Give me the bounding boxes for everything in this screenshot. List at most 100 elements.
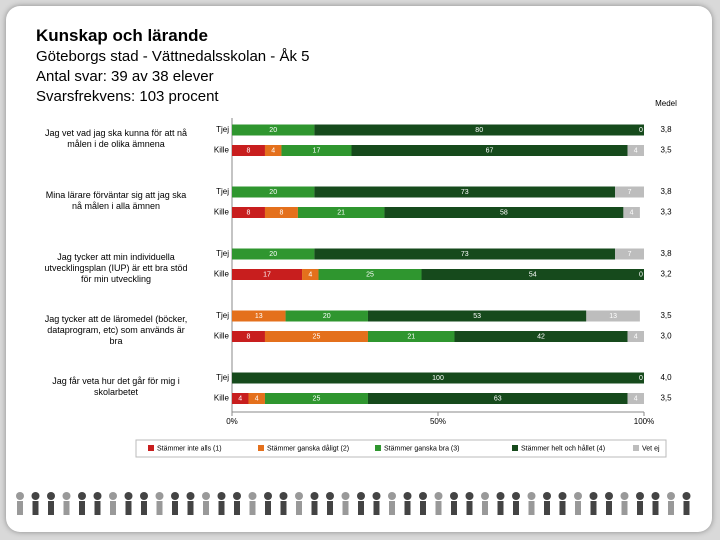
decoration <box>389 501 395 515</box>
decoration <box>605 492 613 500</box>
bar-segment <box>232 248 315 260</box>
decoration <box>651 492 660 500</box>
decoration <box>280 501 287 515</box>
decoration <box>683 501 690 515</box>
decoration <box>636 492 644 500</box>
decoration <box>620 492 629 500</box>
row-label: Tjej <box>216 311 229 320</box>
decoration <box>682 492 691 500</box>
decoration <box>342 501 349 515</box>
mean-header: Medel <box>655 99 677 108</box>
bar-segment <box>627 145 644 156</box>
value-label: 13 <box>255 313 263 320</box>
decoration <box>156 501 163 515</box>
bar-segment <box>232 145 265 156</box>
decoration <box>310 492 319 500</box>
value-label: 7 <box>628 251 632 258</box>
decoration <box>109 492 117 500</box>
x-tick-label: 100% <box>634 417 654 426</box>
legend-swatch <box>375 445 381 451</box>
decoration <box>496 492 505 500</box>
mean-value: 4,0 <box>660 373 672 382</box>
value-label: 42 <box>537 333 545 340</box>
decoration <box>327 501 333 515</box>
decoration <box>248 492 257 500</box>
x-tick-label: 0% <box>226 417 238 426</box>
bar-segment <box>318 269 422 280</box>
subtitle: Göteborgs stad - Vättnedalsskolan - Åk 5 <box>36 48 310 65</box>
decoration <box>513 501 519 515</box>
bar-segment <box>264 207 298 218</box>
bar-segment <box>264 145 282 156</box>
title: Kunskap och lärande <box>36 26 208 45</box>
value-label: 4 <box>630 209 634 216</box>
row-label: Kille <box>214 332 230 341</box>
value-label: 13 <box>609 313 617 320</box>
decoration <box>341 492 350 500</box>
bar-segment <box>264 393 368 404</box>
bar-segment <box>281 145 352 156</box>
value-label: 0 <box>639 375 643 382</box>
question-label: Jag vet vad jag ska kunna för att nå mål… <box>44 128 188 149</box>
decoration <box>93 492 102 500</box>
decoration <box>528 501 535 515</box>
decoration <box>451 501 457 515</box>
bar-segment <box>232 331 265 342</box>
bar-segment <box>615 186 644 198</box>
decoration <box>544 501 550 515</box>
decoration <box>140 492 148 500</box>
decoration <box>187 501 194 515</box>
decoration <box>512 492 520 500</box>
value-label: 100 <box>432 375 444 382</box>
value-label: 20 <box>323 313 331 320</box>
bar-segment <box>248 393 265 404</box>
decoration <box>527 492 536 500</box>
decoration <box>311 501 318 515</box>
decoration <box>589 492 598 500</box>
mean-value: 3,8 <box>660 187 672 196</box>
mean-value: 3,3 <box>660 208 672 217</box>
decoration <box>17 501 23 515</box>
decoration <box>403 492 412 500</box>
decoration <box>420 501 426 515</box>
decoration <box>667 492 675 500</box>
bar-segment <box>367 310 587 322</box>
decoration <box>543 492 551 500</box>
legend-label: Stämmer ganska dåligt (2) <box>267 444 349 452</box>
legend-box <box>135 439 667 458</box>
bar-segment <box>232 393 249 404</box>
mean-value: 3,8 <box>660 249 672 258</box>
bar-segment <box>586 310 640 322</box>
decoration <box>637 501 643 515</box>
decoration <box>481 492 489 500</box>
decoration <box>16 492 24 500</box>
mean-value: 3,5 <box>660 394 672 403</box>
row-label: Kille <box>214 146 230 155</box>
question-label: Jag tycker att min individuella utveckli… <box>44 252 188 284</box>
bar-segment <box>232 269 303 280</box>
decoration <box>264 492 272 500</box>
subtitle: Antal svar: 39 av 38 elever <box>36 68 214 85</box>
value-label: 58 <box>500 209 508 216</box>
decoration <box>296 501 302 515</box>
row-label: Kille <box>214 270 230 279</box>
decoration <box>48 501 54 515</box>
value-label: 20 <box>269 127 277 134</box>
bar-segment <box>232 186 315 198</box>
decoration <box>373 501 380 515</box>
decoration <box>621 501 628 515</box>
decoration <box>47 492 55 500</box>
decoration <box>558 492 567 500</box>
value-label: 25 <box>366 271 374 278</box>
decoration <box>110 501 116 515</box>
decoration <box>94 501 101 515</box>
bar-segment <box>314 124 644 136</box>
row-label: Kille <box>214 208 230 217</box>
bar-segment <box>454 331 628 342</box>
value-label: 54 <box>529 271 537 278</box>
mean-value: 3,0 <box>660 332 672 341</box>
decoration <box>78 492 86 500</box>
value-label: 7 <box>628 189 632 196</box>
decoration <box>482 501 488 515</box>
value-label: 17 <box>263 271 271 278</box>
